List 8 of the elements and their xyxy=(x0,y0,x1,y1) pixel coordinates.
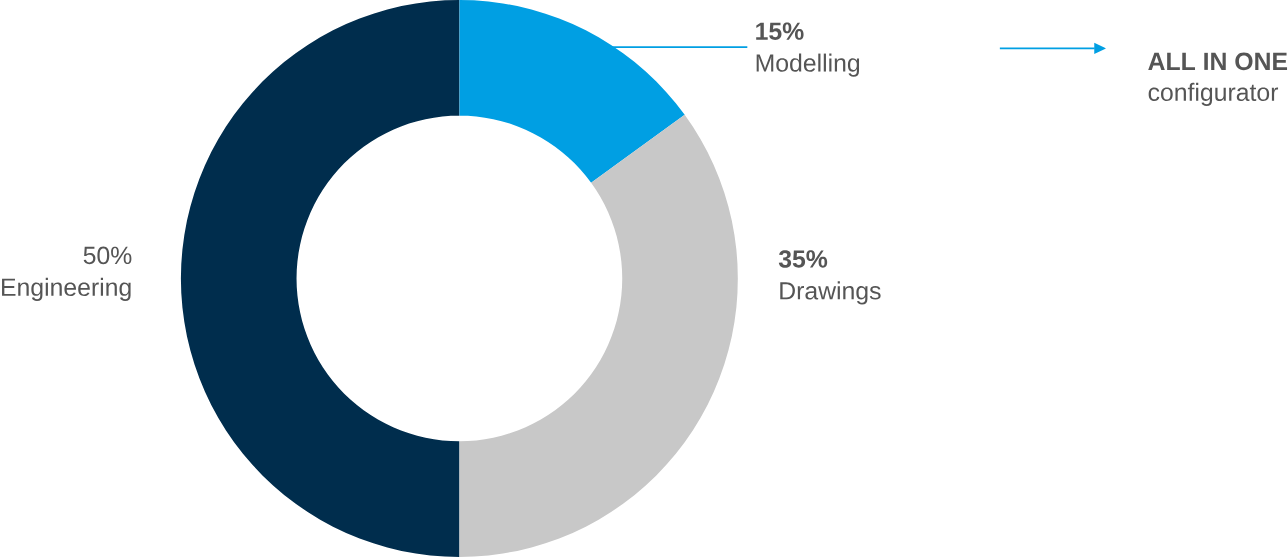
data-label: 50% xyxy=(83,246,132,265)
text: configurator xyxy=(1148,82,1279,106)
data-label: 15% xyxy=(756,22,804,40)
data-label: 35% xyxy=(778,250,828,268)
text: ALL IN ONE xyxy=(1148,52,1288,71)
slice-label: Modelling xyxy=(756,53,860,77)
slice-label: Engineering xyxy=(2,277,131,301)
slice-label: Drawings xyxy=(780,281,881,305)
